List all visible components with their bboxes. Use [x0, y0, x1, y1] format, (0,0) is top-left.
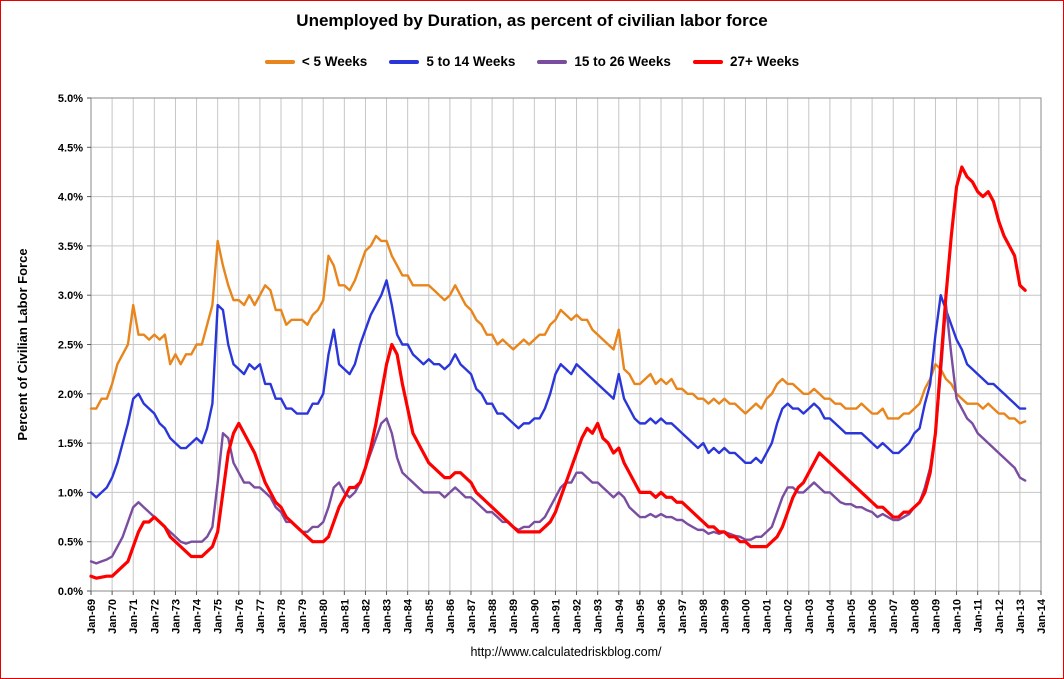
x-tick-label: Jan-10	[952, 599, 964, 634]
x-tick-label: Jan-07	[888, 599, 900, 634]
x-tick-label: Jan-70	[107, 599, 119, 634]
series-line-lt5	[89, 234, 1027, 425]
y-tick-label: 3.5%	[58, 241, 83, 253]
legend-label-w15to26: 15 to 26 Weeks	[574, 54, 671, 69]
x-tick-label: Jan-82	[360, 599, 372, 634]
x-tick-label: Jan-98	[698, 599, 710, 634]
x-tick-label: Jan-12	[994, 599, 1006, 634]
x-tick-label: Jan-69	[86, 599, 98, 634]
x-tick-label: Jan-05	[846, 599, 858, 634]
legend-swatch-w5to14	[389, 59, 420, 64]
y-tick-label: 0.0%	[58, 586, 83, 598]
legend-label-lt5: < 5 Weeks	[301, 54, 368, 69]
x-tick-label: Jan-90	[529, 599, 541, 634]
y-tick-label: 3.0%	[58, 290, 83, 302]
series-line-w27plus	[89, 165, 1027, 580]
y-tick-label: 4.5%	[58, 142, 83, 154]
x-tick-label: Jan-11	[973, 599, 985, 633]
source-url: http://www.calculatedriskblog.com/	[470, 645, 662, 659]
legend-item-w15to26: 15 to 26 Weeks	[537, 54, 671, 69]
x-tick-label: Jan-78	[276, 599, 288, 634]
x-tick-label: Jan-13	[1015, 599, 1027, 634]
legend-label-w5to14: 5 to 14 Weeks	[426, 54, 516, 69]
x-tick-label: Jan-06	[867, 599, 879, 634]
x-tick-label: Jan-01	[762, 599, 774, 634]
x-tick-label: Jan-04	[825, 598, 837, 634]
x-tick-label: Jan-95	[635, 599, 647, 634]
legend-swatch-w15to26	[537, 59, 568, 64]
x-tick-label: Jan-94	[614, 598, 626, 634]
y-tick-label: 0.5%	[58, 537, 83, 549]
x-tick-label: Jan-80	[318, 599, 330, 634]
x-tick-label: Jan-72	[149, 599, 161, 634]
legend: < 5 Weeks 5 to 14 Weeks 15 to 26 Weeks 27+ …	[1, 54, 1063, 69]
x-tick-label: Jan-81	[339, 599, 351, 634]
chart-title: Unemployed by Duration, as percent of ci…	[296, 11, 768, 30]
y-axis-title: Percent of Civilian Labor Force	[15, 248, 30, 440]
y-tick-label: 2.0%	[58, 389, 83, 401]
legend-swatch-lt5	[264, 59, 295, 64]
x-tick-label: Jan-75	[213, 599, 225, 634]
x-tick-label: Jan-77	[255, 599, 267, 634]
x-tick-label: Jan-86	[445, 599, 457, 634]
legend-label-w27plus: 27+ Weeks	[729, 54, 800, 69]
x-tick-label: Jan-84	[403, 598, 415, 634]
x-tick-label: Jan-89	[508, 599, 520, 634]
y-tick-label: 1.0%	[58, 487, 83, 499]
x-tick-label: Jan-91	[550, 599, 562, 634]
x-tick-label: Jan-97	[677, 599, 689, 634]
x-tick-label: Jan-02	[783, 599, 795, 634]
series-line-w5to14	[89, 279, 1027, 499]
x-tick-label: Jan-96	[656, 599, 668, 634]
x-tick-label: Jan-85	[424, 599, 436, 634]
x-tick-label: Jan-99	[719, 599, 731, 634]
x-tick-label: Jan-76	[234, 599, 246, 634]
y-tick-label: 1.5%	[58, 438, 83, 450]
x-tick-label: Jan-71	[128, 599, 140, 634]
x-tick-label: Jan-83	[382, 599, 394, 634]
x-tick-label: Jan-08	[909, 599, 921, 634]
legend-swatch-w27plus	[692, 59, 723, 64]
legend-item-w27plus: 27+ Weeks	[692, 54, 800, 69]
x-tick-label: Jan-74	[192, 598, 204, 634]
x-tick-label: Jan-00	[740, 599, 752, 634]
x-tick-label: Jan-92	[572, 599, 584, 634]
series-line-w15to26	[89, 303, 1027, 565]
x-tick-label: Jan-88	[487, 599, 499, 634]
x-tick-label: Jan-09	[930, 599, 942, 634]
legend-item-w5to14: 5 to 14 Weeks	[389, 54, 515, 69]
y-tick-label: 5.0%	[58, 93, 83, 105]
x-tick-label: Jan-14	[1036, 598, 1048, 634]
x-tick-label: Jan-03	[804, 599, 816, 634]
x-tick-label: Jan-87	[466, 599, 478, 634]
x-tick-label: Jan-79	[297, 599, 309, 634]
x-tick-label: Jan-73	[170, 599, 182, 634]
y-tick-label: 4.0%	[58, 192, 83, 204]
legend-item-lt5: < 5 Weeks	[264, 54, 368, 69]
y-tick-label: 2.5%	[58, 340, 83, 352]
x-tick-label: Jan-93	[593, 599, 605, 634]
